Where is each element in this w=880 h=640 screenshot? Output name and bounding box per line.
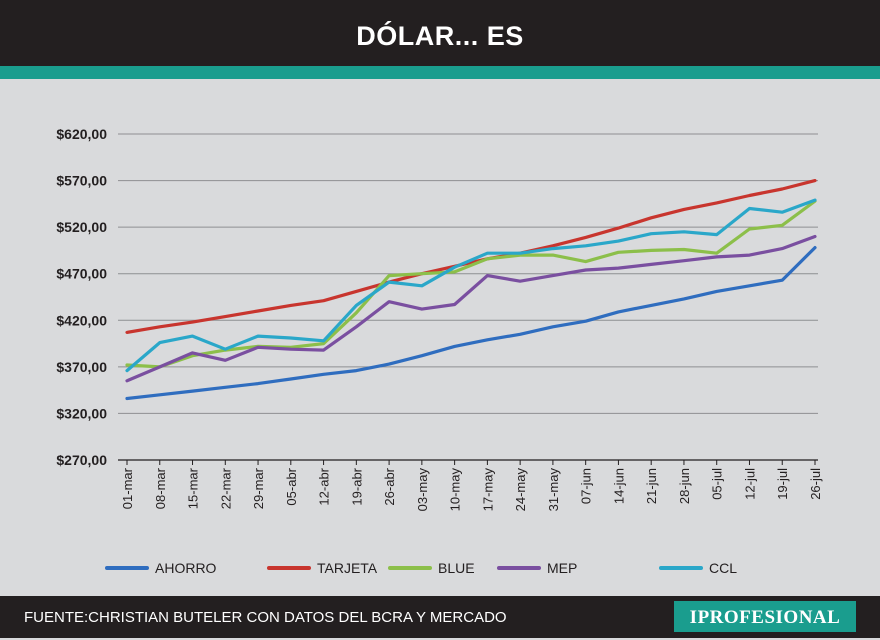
x-tick-label: 05-jul (710, 468, 725, 500)
y-axis-tick-labels: $620,00 $570,00 $520,00 $470,00 $420,00 $370,… (56, 126, 107, 468)
series-line-ahorro (125, 246, 817, 401)
x-tick-label: 19-jul (775, 468, 790, 500)
x-tick-label: 26-abr (382, 467, 397, 505)
legend-label-ccl: CCL (709, 560, 737, 576)
y-tick-label: $370,00 (56, 359, 107, 375)
chart-legend: AHORRO TARJETA BLUE MEP CCL (105, 560, 737, 576)
y-tick-label: $520,00 (56, 219, 107, 235)
accent-stripe (0, 66, 880, 79)
x-tick-label: 14-jun (611, 468, 626, 504)
x-tick-label: 03-may (415, 468, 430, 512)
y-tick-label: $270,00 (56, 452, 107, 468)
x-tick-label: 10-may (448, 468, 463, 512)
header-bar: DÓLAR... ES (0, 0, 880, 66)
legend-label-ahorro: AHORRO (155, 560, 217, 576)
x-axis-tick-labels: 01-mar 08-mar 15-mar 22-mar 29-mar 05-abr 12-a… (120, 460, 823, 511)
line-chart: $620,00 $570,00 $520,00 $470,00 $420,00 $370,… (56, 126, 823, 576)
x-tick-label: 17-may (480, 468, 495, 512)
chart-grid (118, 133, 818, 461)
y-tick-label: $420,00 (56, 312, 107, 328)
x-tick-label: 21-jun (644, 468, 659, 504)
x-tick-label: 12-jul (742, 468, 757, 500)
legend-label-blue: BLUE (438, 560, 475, 576)
y-tick-label: $570,00 (56, 173, 107, 189)
x-tick-label: 24-may (513, 468, 528, 512)
page-title: DÓLAR... ES (356, 21, 524, 51)
legend-label-tarjeta: TARJETA (317, 560, 378, 576)
x-tick-label: 22-mar (218, 467, 233, 509)
footer-bar: FUENTE:CHRISTIAN BUTELER CON DATOS DEL B… (0, 596, 880, 638)
x-tick-label: 28-jun (677, 468, 692, 504)
y-tick-label: $320,00 (56, 405, 107, 421)
source-note: FUENTE:CHRISTIAN BUTELER CON DATOS DEL B… (24, 609, 507, 626)
x-tick-label: 05-abr (284, 467, 299, 505)
series-line-ccl (125, 198, 817, 373)
x-tick-label: 31-may (546, 468, 561, 512)
series-line-tarjeta (125, 178, 817, 334)
y-tick-label: $620,00 (56, 126, 107, 142)
series-line-blue (125, 199, 817, 369)
x-tick-label: 01-mar (120, 467, 135, 509)
series-line-mep (125, 234, 817, 383)
x-tick-label: 12-abr (317, 467, 332, 505)
x-tick-label: 08-mar (153, 467, 168, 509)
x-tick-label: 07-jun (579, 468, 594, 504)
y-tick-label: $470,00 (56, 266, 107, 282)
x-tick-label: 26-jul (808, 468, 823, 500)
x-tick-label: 29-mar (251, 467, 266, 509)
chart-series-lines (125, 178, 817, 401)
x-tick-label: 15-mar (186, 467, 201, 509)
x-tick-label: 19-abr (349, 467, 364, 505)
legend-label-mep: MEP (547, 560, 577, 576)
brand-logo: IPROFESIONAL (674, 601, 856, 632)
